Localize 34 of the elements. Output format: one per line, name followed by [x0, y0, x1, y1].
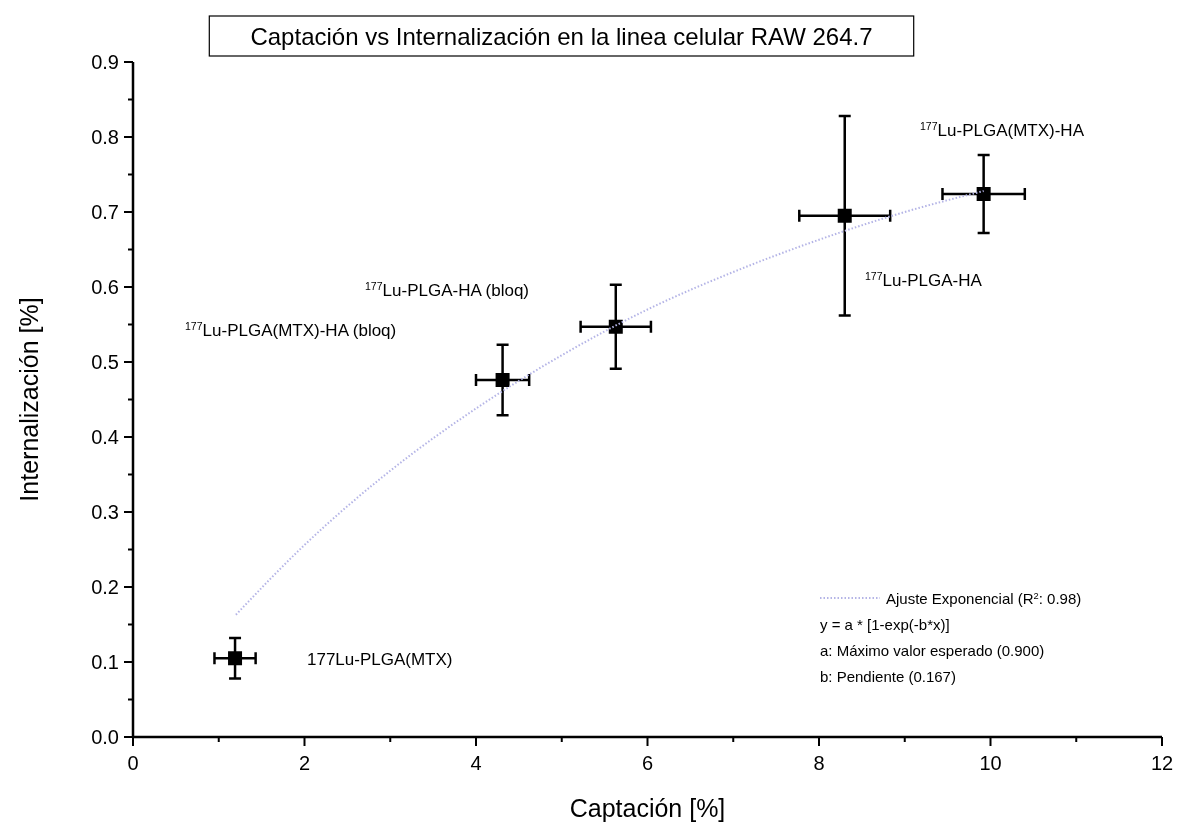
- x-tick-label: 0: [127, 752, 139, 774]
- annotation: a: Máximo valor esperado (0.900): [820, 642, 1045, 659]
- legend-label: Ajuste Exponencial (R$^{2}$: 0.98): [886, 590, 1082, 607]
- y-tick-label: 0.6: [91, 276, 119, 298]
- y-tick-label: 0.2: [91, 576, 119, 598]
- y-tick-label: 0.3: [91, 501, 119, 523]
- x-tick-label: 10: [979, 752, 1002, 774]
- point: [837, 208, 852, 223]
- x-tick-label: 8: [813, 752, 825, 774]
- y-tick-label: 0.5: [91, 351, 119, 373]
- text: 0.0: [91, 726, 119, 748]
- annotation: $^{177}$Lu-PLGA-HA: [865, 270, 983, 290]
- x-tick-label: 2: [298, 752, 311, 774]
- annotation: b: Pendiente (0.167): [820, 668, 956, 685]
- x-tick-label: 6: [641, 752, 654, 774]
- chart-title: Captación vs Internalización en la linea celular RAW 264.7: [250, 23, 873, 50]
- annotation: $^{177}$Lu-PLGA(MTX)-HA: [920, 120, 1085, 140]
- y-tick-label: 0.8: [91, 126, 119, 148]
- annotation: $^{177}$Lu-PLGA(MTX)-HA (bloq): [185, 320, 397, 340]
- point: [495, 373, 510, 387]
- point: [608, 319, 623, 334]
- y-tick-label: 0.1: [91, 651, 119, 673]
- y-tick-label: 0.7: [91, 201, 119, 223]
- y-tick-label: 0.4: [91, 426, 119, 448]
- annotation: $^{177}$Lu-PLGA-HA (bloq): [365, 280, 530, 300]
- y-tick-label: 0.9: [91, 51, 119, 73]
- point: [976, 187, 991, 201]
- y-axis-title: Internalización [%]: [15, 297, 43, 502]
- x-tick-label: 4: [470, 752, 482, 774]
- annotation: y = a * [1-exp(-b*x)]: [820, 616, 950, 633]
- x-tick-label: 12: [1150, 752, 1174, 774]
- annotation: 177Lu-PLGA(MTX): [307, 650, 453, 669]
- point: [228, 651, 243, 666]
- x-axis-title: Captación [%]: [569, 794, 726, 822]
